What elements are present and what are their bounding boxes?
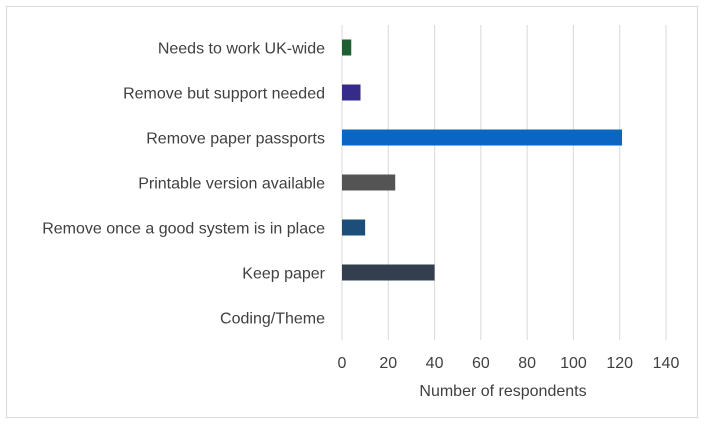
x-tick-60: 60: [472, 355, 490, 372]
bar-1: [342, 39, 352, 56]
bars: [342, 39, 623, 281]
category-label-2: Remove but support needed: [123, 86, 325, 103]
x-tick-labels: 0 20 40 60 80 100 120 140: [338, 355, 680, 372]
category-label-5: Remove once a good system is in place: [42, 221, 325, 238]
x-tick-0: 0: [338, 355, 347, 372]
x-tick-100: 100: [560, 355, 587, 372]
category-labels: Needs to work UK-wide Remove but support …: [42, 41, 325, 328]
gridlines: [341, 25, 667, 340]
category-label-3: Remove paper passports: [146, 131, 325, 148]
x-tick-140: 140: [653, 355, 680, 372]
x-tick-80: 80: [518, 355, 536, 372]
chart-frame: [6, 6, 698, 418]
bar-2: [342, 84, 361, 101]
bar-3: [342, 129, 623, 146]
category-label-7: Coding/Theme: [220, 311, 325, 328]
bar-5: [342, 219, 366, 236]
category-label-1: Needs to work UK-wide: [158, 41, 325, 58]
x-tick-120: 120: [606, 355, 633, 372]
x-tick-40: 40: [426, 355, 444, 372]
bar-4: [342, 174, 396, 191]
bar-6: [342, 264, 435, 281]
category-label-4: Printable version available: [138, 176, 325, 193]
category-label-6: Keep paper: [242, 266, 325, 283]
x-tick-20: 20: [379, 355, 397, 372]
x-axis-title: Number of respondents: [419, 383, 586, 400]
